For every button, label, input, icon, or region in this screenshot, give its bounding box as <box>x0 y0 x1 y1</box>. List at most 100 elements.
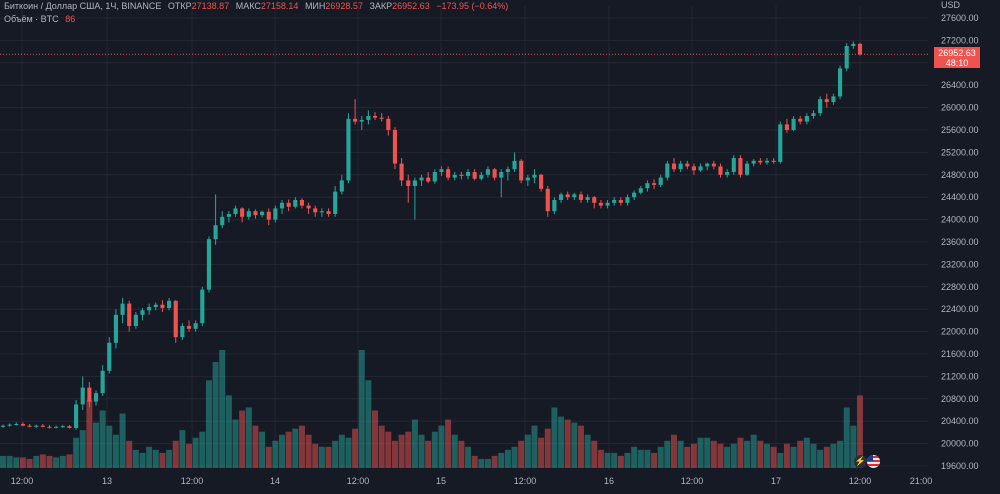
last-price-tag: 26952.63 48:10 <box>934 47 980 68</box>
candle-body <box>612 200 617 203</box>
volume-bar <box>511 446 518 468</box>
volume-bar <box>365 380 372 468</box>
volume-bar <box>232 419 239 468</box>
volume-bar <box>730 443 737 468</box>
candle-body <box>167 300 172 309</box>
volume-bar <box>245 407 252 468</box>
y-tick-label: 22800.00 <box>941 282 979 292</box>
candle-body <box>818 99 823 114</box>
volume-bar <box>604 452 611 468</box>
volume-bar <box>677 440 684 468</box>
close-value: 26952.63 <box>392 1 430 11</box>
y-tick-label: 26000.00 <box>941 103 979 113</box>
volume-bar <box>59 455 66 468</box>
volume-bar <box>132 449 139 468</box>
candle-body <box>804 116 809 122</box>
candle-body <box>379 117 384 119</box>
candle-body <box>14 424 19 425</box>
volume-bar <box>710 440 717 468</box>
volume-bar <box>352 428 359 468</box>
candle-body <box>180 326 185 338</box>
candle-body <box>193 323 198 329</box>
candle-body <box>605 202 610 206</box>
candle-body <box>539 174 544 189</box>
y-tick-label: 22000.00 <box>941 327 979 337</box>
volume-bar <box>518 440 525 468</box>
symbol-title: Биткоин / Доллар США, 1Ч, BINANCE <box>4 1 162 11</box>
candle-body <box>213 225 218 240</box>
candle-body <box>233 208 238 214</box>
candle-body <box>339 180 344 192</box>
candle-body <box>306 205 311 209</box>
volume-bar <box>205 380 212 468</box>
volume-bar <box>292 428 299 468</box>
volume-bar <box>252 425 259 468</box>
volume-bar <box>697 437 704 468</box>
candle-body <box>107 342 112 371</box>
candle-body <box>738 158 743 175</box>
candle-body <box>426 177 431 182</box>
open-label: ОТКР <box>167 1 192 11</box>
volume-bar <box>93 422 99 468</box>
y-tick-label: 24800.00 <box>941 170 979 180</box>
volume-bar <box>564 419 571 468</box>
volume-bar <box>637 449 644 468</box>
volume-bar <box>418 434 425 468</box>
candle-body <box>346 118 351 181</box>
volume-bar <box>843 407 850 468</box>
volume-label: Объём · BTC <box>4 14 59 24</box>
candle-body <box>279 202 285 209</box>
volume-bar <box>26 458 33 468</box>
candle-body <box>246 211 251 217</box>
candle-body <box>651 183 657 185</box>
x-tick-label: 13 <box>102 476 112 486</box>
volume-bar <box>704 437 711 468</box>
volume-bar <box>219 350 226 468</box>
candle-body <box>366 116 371 120</box>
volume-bar <box>325 446 332 468</box>
candle-body <box>406 180 411 186</box>
volume-bar <box>425 440 432 468</box>
change-value: −173.95 (−0.64%) <box>436 1 509 11</box>
candle-body <box>758 160 763 163</box>
volume-bar <box>591 440 598 468</box>
y-tick-label: 25600.00 <box>941 125 979 135</box>
candle-body <box>240 208 245 217</box>
volume-bar <box>332 440 339 468</box>
candle-body <box>798 118 803 122</box>
volume-bar <box>259 431 266 468</box>
volume-bar <box>298 425 305 468</box>
candle-body <box>439 169 444 172</box>
volume-bar <box>538 437 545 468</box>
volume-value: 86 <box>65 14 76 24</box>
x-tick-label: 12:00 <box>681 476 704 486</box>
volume-bar <box>405 431 412 468</box>
volume-bar <box>790 446 797 468</box>
us-flag-icon[interactable] <box>867 455 880 468</box>
volume-bar <box>750 434 757 468</box>
candle-body <box>645 183 650 189</box>
volume-bar <box>73 437 80 468</box>
volume-bar <box>544 428 551 468</box>
candle-body <box>764 160 770 163</box>
volume-bar <box>192 437 199 468</box>
chart-legend: Биткоин / Доллар США, 1Ч, BINANCE ОТКР27… <box>4 0 508 26</box>
volume-bar <box>66 454 73 468</box>
y-tick-label: 24000.00 <box>941 215 979 225</box>
candle-body <box>87 387 92 402</box>
candle-body <box>558 194 564 200</box>
volume-bar <box>810 443 817 468</box>
lightning-icon[interactable]: ⚡ <box>854 455 867 468</box>
volume-bar <box>53 457 60 468</box>
volume-bar <box>146 446 153 468</box>
volume-bar <box>6 455 13 468</box>
y-axis: 27600.0027200.0026800.0026400.0026000.00… <box>941 13 979 471</box>
y-tick-label: 26400.00 <box>941 80 979 90</box>
volume-bar <box>717 443 724 468</box>
volume-bar <box>225 395 232 468</box>
volume-bar <box>312 443 319 468</box>
volume-bar <box>558 416 565 468</box>
candle-body <box>492 169 497 178</box>
candle-body <box>632 192 637 198</box>
